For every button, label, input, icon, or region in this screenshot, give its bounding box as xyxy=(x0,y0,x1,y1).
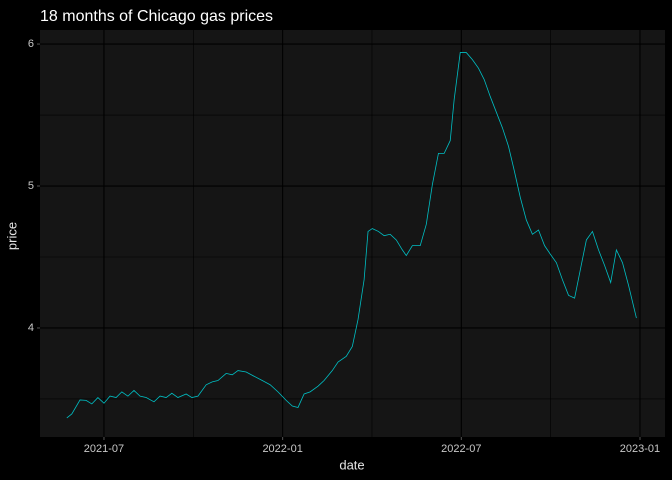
price-line xyxy=(66,52,637,419)
y-tick-label: 6 xyxy=(28,38,34,50)
y-tick-label: 5 xyxy=(28,180,34,192)
x-tick-label: 2022-01 xyxy=(262,443,302,455)
y-axis-title: price xyxy=(4,222,19,250)
chart-title: 18 months of Chicago gas prices xyxy=(40,8,273,25)
x-tick-label: 2021-07 xyxy=(84,443,124,455)
panel xyxy=(40,30,665,437)
x-axis-title: date xyxy=(339,457,364,472)
y-tick-label: 4 xyxy=(28,322,34,334)
x-tick-label: 2022-07 xyxy=(441,443,481,455)
x-tick-label: 2023-01 xyxy=(620,443,660,455)
